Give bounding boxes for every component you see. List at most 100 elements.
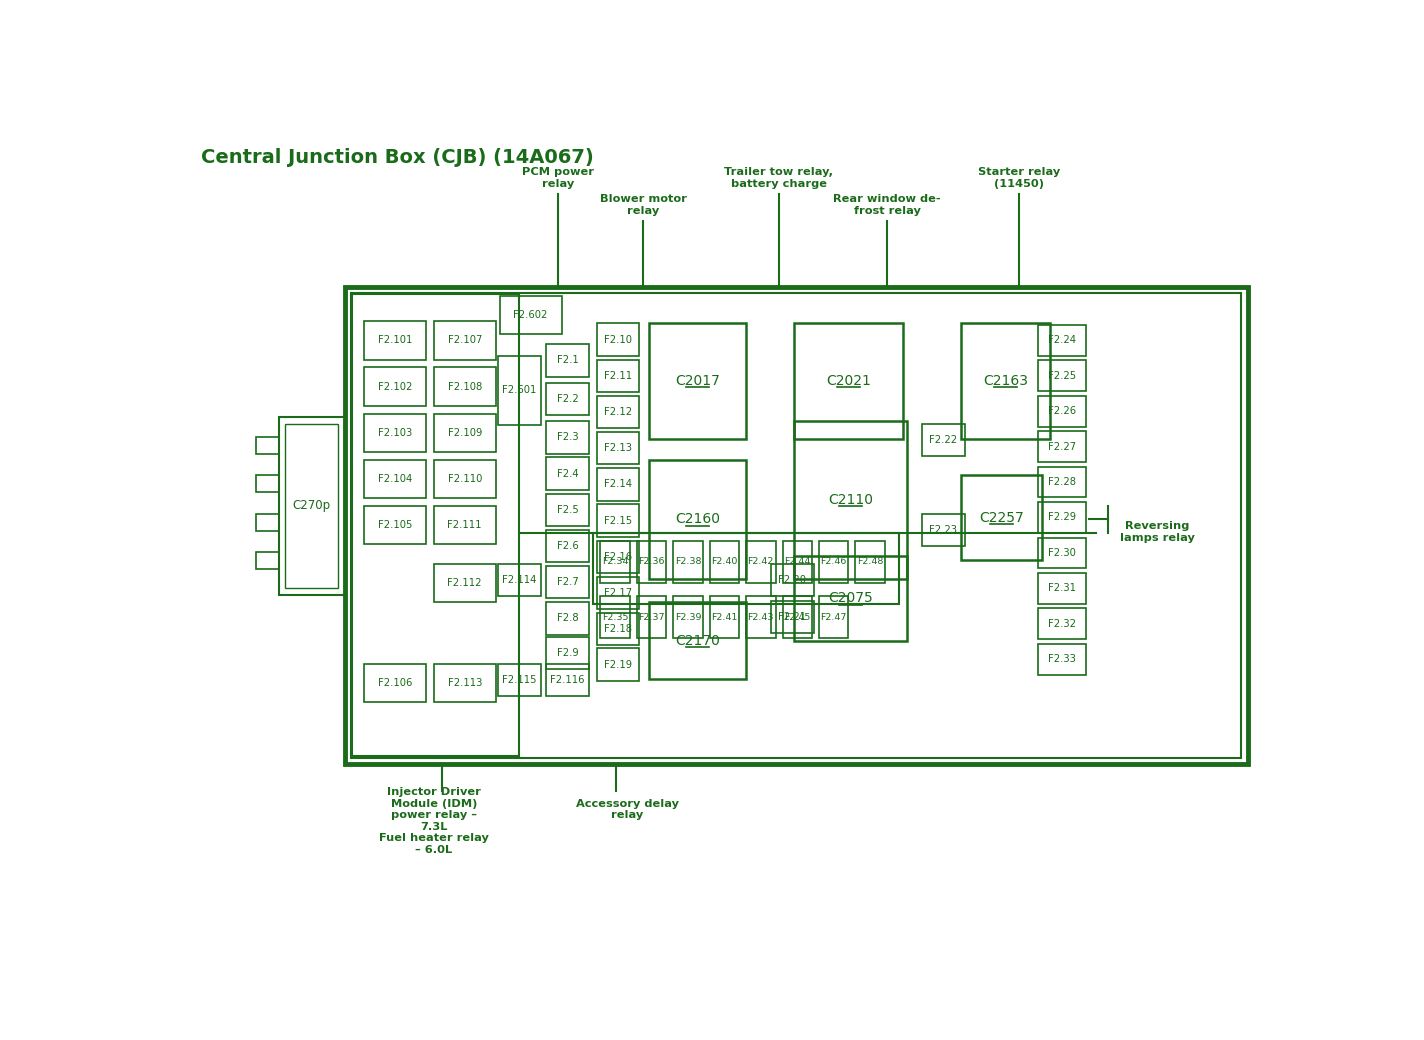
Text: F2.20: F2.20 bbox=[778, 575, 806, 584]
Bar bbox=[547, 344, 588, 376]
Bar bbox=[1038, 608, 1087, 640]
Bar bbox=[547, 602, 588, 634]
Text: F2.27: F2.27 bbox=[1048, 442, 1077, 451]
Bar bbox=[649, 323, 746, 439]
Bar bbox=[649, 460, 746, 579]
Bar bbox=[547, 566, 588, 598]
Bar bbox=[434, 564, 496, 602]
Text: F2.30: F2.30 bbox=[1048, 548, 1077, 557]
Bar bbox=[597, 577, 639, 609]
Text: F2.116: F2.116 bbox=[550, 675, 585, 685]
Bar bbox=[1038, 644, 1087, 675]
Bar bbox=[597, 360, 639, 392]
Text: F2.18: F2.18 bbox=[604, 624, 632, 634]
Bar bbox=[746, 596, 776, 639]
Text: C2163: C2163 bbox=[983, 374, 1028, 388]
Text: F2.10: F2.10 bbox=[604, 335, 632, 344]
Text: F2.26: F2.26 bbox=[1048, 407, 1077, 416]
Text: F2.601: F2.601 bbox=[503, 386, 537, 395]
Text: F2.46: F2.46 bbox=[820, 557, 847, 566]
Bar bbox=[597, 432, 639, 465]
Bar bbox=[498, 564, 541, 596]
Text: C2170: C2170 bbox=[675, 633, 721, 648]
Bar bbox=[1038, 324, 1087, 356]
Text: F2.36: F2.36 bbox=[638, 557, 665, 566]
Bar bbox=[961, 323, 1049, 439]
Bar bbox=[547, 458, 588, 490]
Text: F2.39: F2.39 bbox=[675, 613, 701, 622]
Text: F2.40: F2.40 bbox=[711, 557, 738, 566]
Text: F2.2: F2.2 bbox=[557, 394, 578, 404]
Bar bbox=[500, 295, 561, 334]
Text: F2.11: F2.11 bbox=[604, 371, 632, 381]
Text: F2.16: F2.16 bbox=[604, 552, 632, 562]
Bar bbox=[1038, 361, 1087, 391]
Text: C2257: C2257 bbox=[980, 511, 1024, 524]
Text: F2.4: F2.4 bbox=[557, 469, 578, 478]
Bar bbox=[649, 602, 746, 679]
Text: F2.47: F2.47 bbox=[820, 613, 847, 622]
Text: F2.1: F2.1 bbox=[557, 356, 578, 365]
Text: Injector Driver
Module (IDM)
power relay –
7.3L
Fuel heater relay
– 6.0L: Injector Driver Module (IDM) power relay… bbox=[379, 787, 488, 855]
Text: F2.111: F2.111 bbox=[447, 520, 481, 530]
Bar bbox=[597, 541, 639, 573]
Bar bbox=[601, 596, 629, 639]
Bar bbox=[795, 323, 903, 439]
Bar bbox=[434, 321, 496, 360]
Text: F2.44: F2.44 bbox=[785, 557, 810, 566]
Text: PCM power
relay: PCM power relay bbox=[521, 167, 594, 188]
Bar bbox=[365, 664, 426, 702]
Bar bbox=[547, 421, 588, 453]
Text: Trailer tow relay,
battery charge: Trailer tow relay, battery charge bbox=[725, 167, 833, 188]
Text: Starter relay
(11450): Starter relay (11450) bbox=[978, 167, 1059, 188]
Bar bbox=[1038, 432, 1087, 462]
Text: F2.107: F2.107 bbox=[447, 335, 481, 345]
Bar bbox=[856, 541, 884, 583]
Bar bbox=[350, 292, 1242, 758]
Text: F2.24: F2.24 bbox=[1048, 335, 1077, 345]
Bar bbox=[770, 564, 813, 596]
Bar bbox=[1038, 573, 1087, 604]
Bar bbox=[597, 323, 639, 356]
Bar bbox=[795, 421, 907, 579]
Bar bbox=[255, 475, 279, 492]
Text: C2160: C2160 bbox=[675, 513, 721, 526]
Bar bbox=[783, 541, 812, 583]
Text: F2.41: F2.41 bbox=[711, 613, 738, 622]
Bar bbox=[279, 417, 345, 595]
Bar bbox=[434, 664, 496, 702]
Bar bbox=[365, 321, 426, 360]
Text: C2017: C2017 bbox=[675, 374, 721, 388]
Bar bbox=[352, 294, 518, 756]
Text: C2110: C2110 bbox=[827, 493, 873, 508]
Text: F2.9: F2.9 bbox=[557, 648, 578, 658]
Bar bbox=[921, 423, 964, 456]
Bar bbox=[637, 541, 666, 583]
Text: F2.102: F2.102 bbox=[377, 382, 412, 392]
Bar bbox=[674, 541, 702, 583]
Text: F2.25: F2.25 bbox=[1048, 371, 1077, 381]
Text: F2.108: F2.108 bbox=[447, 382, 481, 392]
Bar bbox=[345, 286, 1247, 764]
Bar bbox=[1038, 538, 1087, 568]
Text: Reversing
lamps relay: Reversing lamps relay bbox=[1119, 521, 1195, 543]
Bar bbox=[547, 383, 588, 415]
Bar bbox=[819, 541, 849, 583]
Bar bbox=[498, 356, 541, 425]
Bar bbox=[592, 532, 899, 604]
Bar bbox=[547, 636, 588, 669]
Text: F2.6: F2.6 bbox=[557, 541, 578, 551]
Text: F2.21: F2.21 bbox=[778, 612, 806, 622]
Bar bbox=[637, 596, 666, 639]
Text: F2.35: F2.35 bbox=[602, 613, 628, 622]
Bar bbox=[597, 468, 639, 500]
Text: F2.7: F2.7 bbox=[557, 577, 578, 588]
Text: Blower motor
relay: Blower motor relay bbox=[600, 194, 686, 215]
Text: F2.5: F2.5 bbox=[557, 504, 578, 515]
Bar bbox=[365, 414, 426, 452]
Text: F2.28: F2.28 bbox=[1048, 477, 1077, 487]
Bar bbox=[547, 494, 588, 526]
Text: F2.115: F2.115 bbox=[503, 675, 537, 685]
Text: F2.45: F2.45 bbox=[785, 613, 810, 622]
Bar bbox=[709, 596, 739, 639]
